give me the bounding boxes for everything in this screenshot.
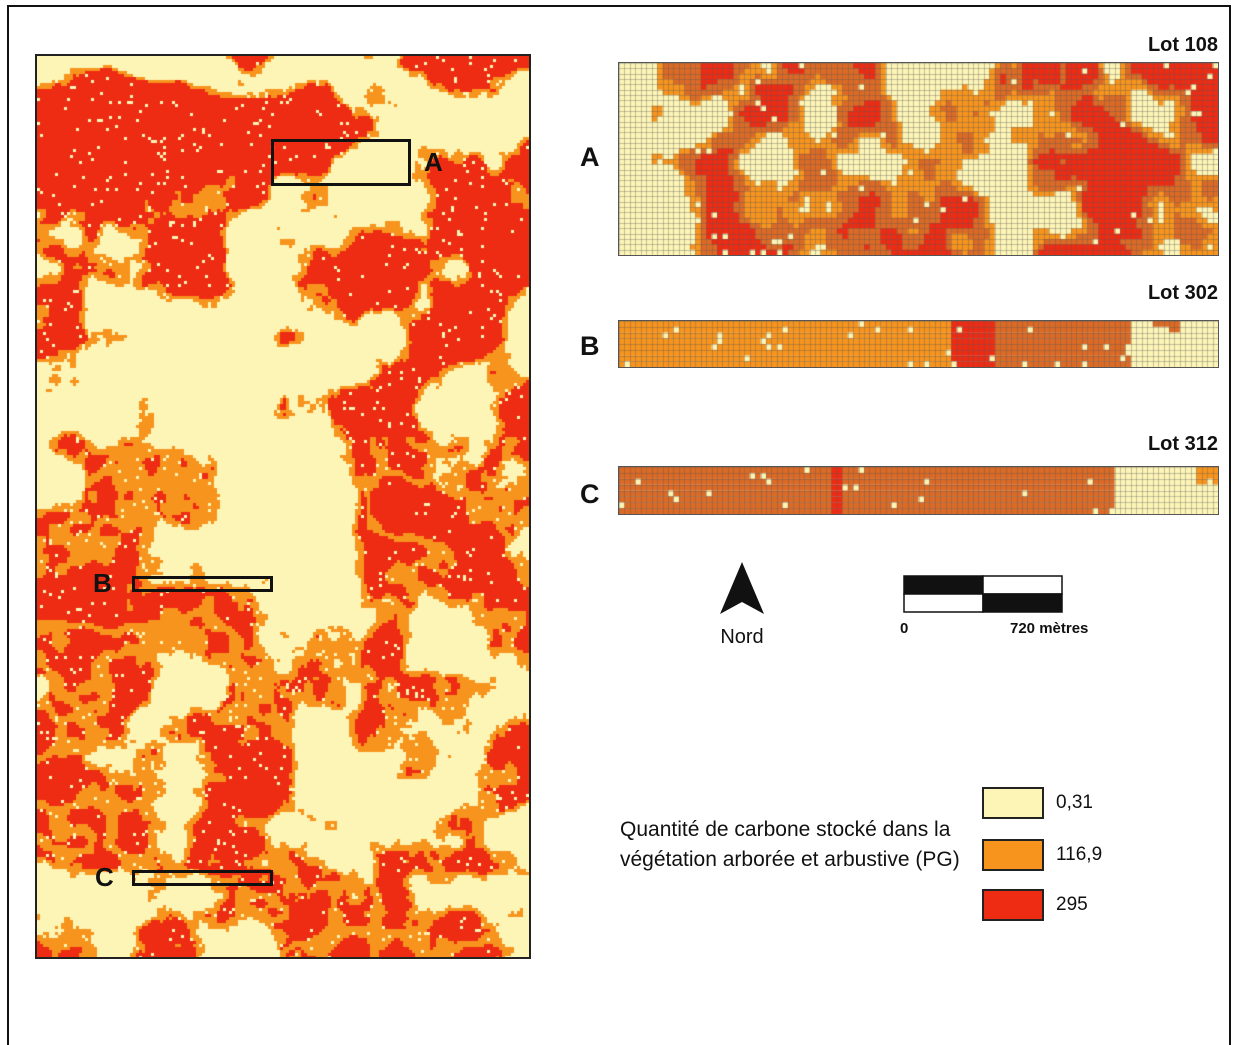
- lot-b-title: Lot 302: [1147, 282, 1218, 304]
- lot-b-grid[interactable]: [618, 320, 1219, 368]
- lot-a-letter: A: [580, 142, 600, 172]
- inset-outline-b[interactable]: [132, 576, 273, 592]
- legend-value-high: 295: [1056, 894, 1088, 915]
- lot-c-letter: C: [580, 479, 600, 509]
- lot-a-title: Lot 108: [1147, 34, 1218, 56]
- map-label-a: A: [424, 147, 443, 177]
- carbon-overview-map[interactable]: [35, 54, 531, 959]
- lot-c-title: Lot 312: [1147, 433, 1218, 455]
- legend-value-mid: 116,9: [1056, 844, 1103, 865]
- inset-outline-c[interactable]: [132, 870, 273, 886]
- scale-end-label: 720 mètres: [1010, 620, 1089, 637]
- scale-bar: [903, 575, 1063, 613]
- legend-title: Quantité de carbone stocké dans la végét…: [620, 818, 960, 871]
- scale-start-label: 0: [900, 620, 909, 637]
- lot-c-raster: [619, 467, 1218, 514]
- lot-b-raster: [619, 321, 1218, 367]
- map-label-b: B: [93, 568, 112, 598]
- legend-value-low: 0,31: [1056, 792, 1093, 813]
- carbon-overview-raster: [37, 56, 529, 957]
- legend-swatch-low: [982, 787, 1044, 819]
- map-label-c: C: [95, 862, 114, 892]
- lot-a-raster: [619, 63, 1218, 255]
- inset-outline-a[interactable]: [271, 139, 411, 186]
- lot-a-grid[interactable]: [618, 62, 1219, 256]
- legend-swatch-high: [982, 889, 1044, 921]
- north-label: Nord: [720, 626, 764, 648]
- lot-b-letter: B: [580, 331, 600, 361]
- lot-c-grid[interactable]: [618, 466, 1219, 515]
- legend-swatch-mid: [982, 839, 1044, 871]
- figure-frame: [7, 5, 1231, 1045]
- north-arrow-icon: [720, 562, 764, 614]
